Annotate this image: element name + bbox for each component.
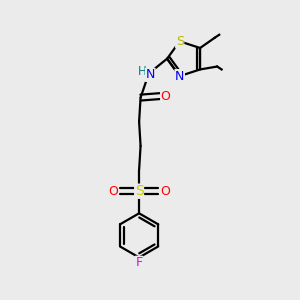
Text: S: S — [135, 184, 143, 198]
Text: O: O — [160, 185, 170, 198]
Text: O: O — [109, 185, 118, 198]
Text: N: N — [175, 70, 184, 83]
Text: N: N — [146, 68, 155, 81]
Text: O: O — [161, 90, 170, 103]
Text: F: F — [136, 256, 143, 269]
Text: S: S — [176, 35, 184, 48]
Text: H: H — [138, 64, 147, 78]
